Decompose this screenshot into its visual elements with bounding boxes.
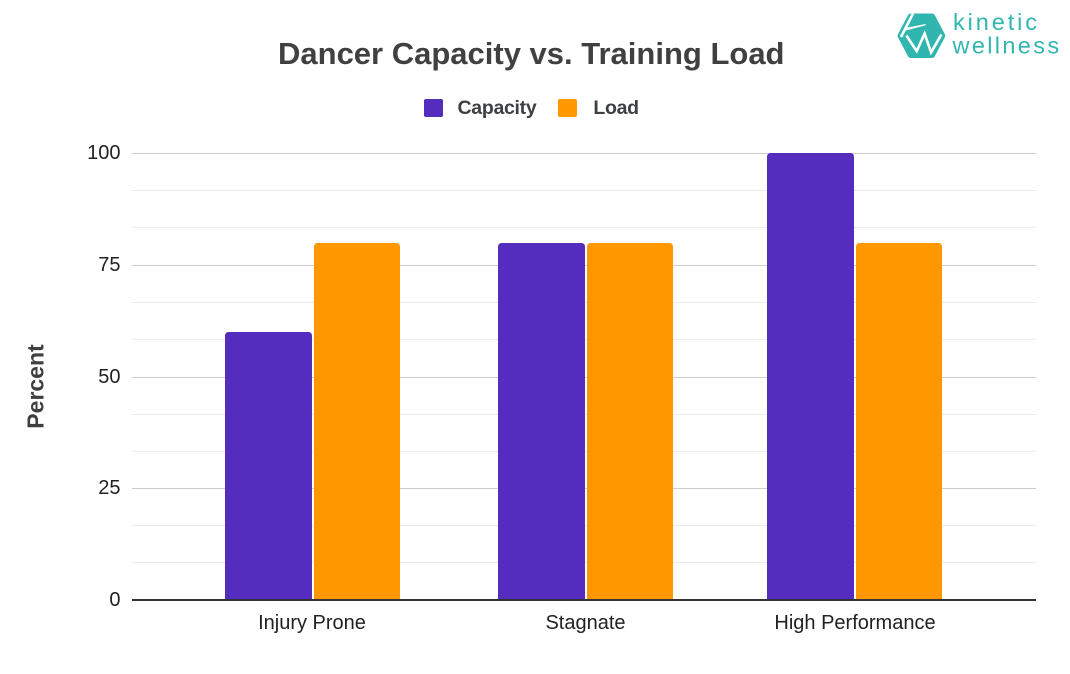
svg-text:wellness: wellness xyxy=(952,32,1062,58)
svg-text:kinetic: kinetic xyxy=(953,9,1040,35)
